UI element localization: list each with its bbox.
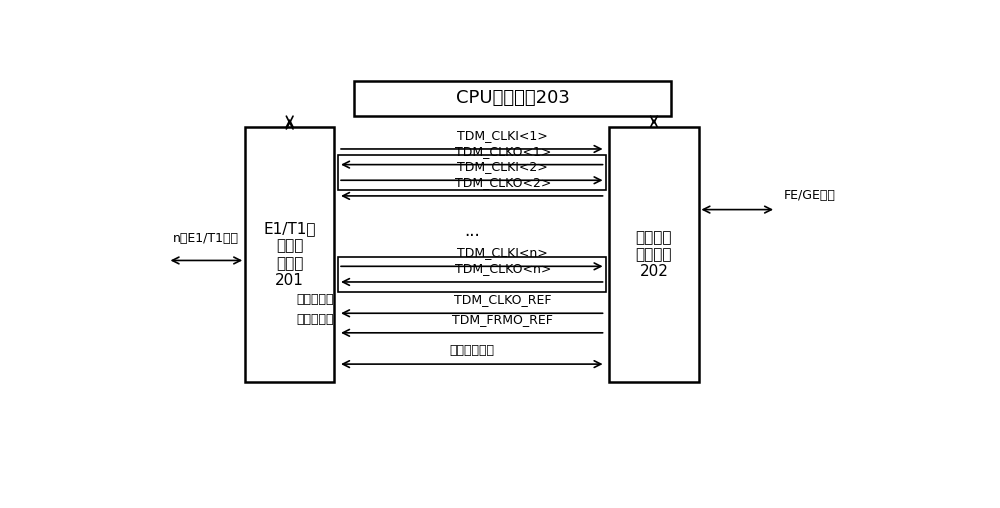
Text: 数据收发接口: 数据收发接口: [449, 344, 494, 357]
Text: n路E1/T1接口: n路E1/T1接口: [173, 232, 239, 245]
Text: E1/T1线
接口及
成帧器
201: E1/T1线 接口及 成帧器 201: [263, 221, 316, 288]
Text: FE/GE接口: FE/GE接口: [784, 189, 836, 202]
Bar: [338, 257, 606, 292]
Text: TDM_CLKI<n>: TDM_CLKI<n>: [457, 246, 548, 259]
Text: CPU控制设备203: CPU控制设备203: [456, 89, 569, 107]
Text: TDM_CLKI<1>: TDM_CLKI<1>: [457, 129, 548, 142]
Text: 帧同步时钟: 帧同步时钟: [297, 313, 334, 326]
Text: 位同步时钟: 位同步时钟: [297, 293, 334, 306]
Bar: [245, 128, 334, 382]
Text: TDM_CLKI<2>: TDM_CLKI<2>: [457, 160, 548, 173]
Text: TDM_CLKO_REF: TDM_CLKO_REF: [454, 293, 552, 306]
Bar: [609, 128, 698, 382]
Bar: [354, 81, 671, 116]
Text: 电路仿真
功能设备
202: 电路仿真 功能设备 202: [636, 230, 672, 279]
Text: TDM_CLKO<n>: TDM_CLKO<n>: [455, 262, 551, 275]
Bar: [338, 155, 606, 190]
Text: ...: ...: [464, 222, 480, 240]
Text: TDM_FRMO_REF: TDM_FRMO_REF: [452, 313, 553, 326]
Text: TDM_CLKO<1>: TDM_CLKO<1>: [455, 145, 551, 157]
Text: TDM_CLKO<2>: TDM_CLKO<2>: [455, 176, 551, 189]
